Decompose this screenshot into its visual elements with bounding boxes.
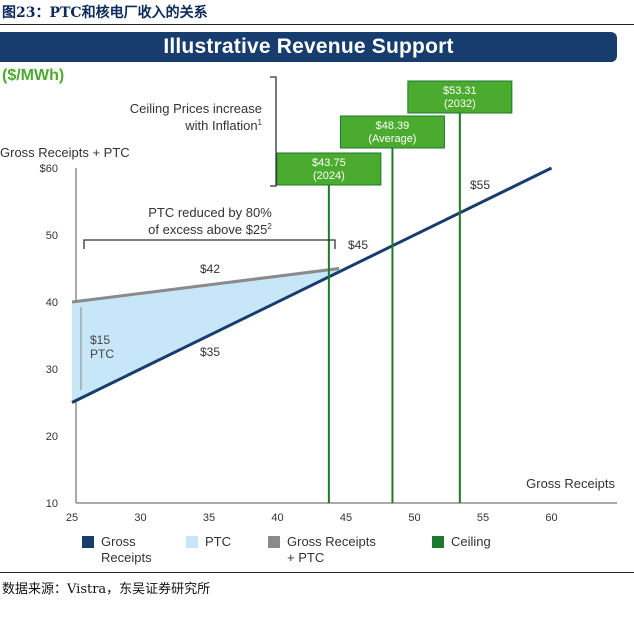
x-tick-label: 50 (408, 512, 420, 524)
legend-label: Gross (101, 534, 136, 549)
series-line-gross-receipts-ptc (71, 267, 340, 304)
unit-label: ($/MWh) (2, 67, 65, 84)
x-tick-label: 30 (134, 512, 146, 524)
legend-swatch (82, 536, 94, 548)
ceiling-box (407, 80, 513, 114)
x-tick-label: 60 (545, 512, 557, 524)
y-tick-label: 20 (46, 431, 58, 443)
ptc-note-line1: PTC reduced by 80% (148, 205, 272, 220)
ceiling-box (276, 152, 382, 186)
legend-swatch (186, 536, 198, 548)
x-tick-label: 45 (340, 512, 352, 524)
ceiling-box (339, 115, 445, 149)
y-tick-label: 30 (46, 364, 58, 376)
y-tick-label: 50 (46, 230, 58, 242)
x-tick-label: 40 (271, 512, 283, 524)
legend-swatch (268, 536, 280, 548)
ptc-15-label: PTC (90, 347, 114, 361)
y-tick-label: 40 (46, 297, 58, 309)
ptc-note-line2-text: of excess above $25 (148, 222, 267, 237)
ceiling-value: $48.39 (376, 120, 410, 132)
y-tick-label: 10 (46, 498, 58, 510)
x-tick-label: 55 (477, 512, 489, 524)
ceiling-year: (2024) (313, 170, 345, 182)
bottom-rule (0, 572, 634, 573)
x-tick-label: 25 (66, 512, 78, 524)
label-45: $45 (348, 238, 368, 252)
chart-title: Illustrative Revenue Support (163, 35, 454, 58)
legend-label: + PTC (287, 550, 324, 565)
ceiling-value: $43.75 (312, 157, 346, 169)
ptc-note-superscript: 2 (267, 222, 272, 231)
figure-title: 图23：PTC和核电厂收入的关系 (2, 5, 208, 21)
ceiling-note-bracket (270, 76, 277, 187)
top-rule (0, 24, 634, 25)
legend-label: PTC (205, 534, 231, 549)
lines-layer (71, 166, 553, 404)
ceiling-note-line2: with Inflation1 (184, 118, 262, 133)
ceiling-year: (Average) (368, 133, 416, 145)
label-35: $35 (200, 345, 220, 359)
x-axis-title: Gross Receipts (526, 476, 615, 491)
legend-label: Ceiling (451, 534, 491, 549)
revenue-chart: 25 30 35 40 45 50 55 60 $60 50 40 30 20 10 $43.75(202… (0, 76, 617, 565)
ceiling-note-line1: Ceiling Prices increase (130, 101, 262, 116)
legend-label: Receipts (101, 550, 152, 565)
legend-label: Gross Receipts (287, 534, 376, 549)
x-tick-label: 35 (203, 512, 215, 524)
y-tick-label: $60 (40, 163, 58, 175)
ceiling-note-line2-text: with Inflation (184, 118, 257, 133)
ptc-note-line2: of excess above $252 (148, 222, 272, 237)
y-axis-title: Gross Receipts + PTC (0, 145, 130, 160)
label-55: $55 (470, 178, 490, 192)
series-line-gross-receipts (71, 166, 553, 404)
ceiling-year: (2032) (444, 98, 476, 110)
source-note: 数据来源：Vistra，东吴证券研究所 (2, 582, 211, 597)
ceiling-value: $53.31 (443, 85, 477, 97)
ptc-note-bracket (83, 239, 336, 249)
ptc-15-value: $15 (90, 333, 110, 347)
legend-swatch (432, 536, 444, 548)
label-42: $42 (200, 262, 220, 276)
ceiling-note-superscript: 1 (258, 118, 263, 127)
chart-banner: Illustrative Revenue Support (0, 32, 617, 62)
ticks-layer: 25 30 35 40 45 50 55 60 $60 50 40 30 20 10 (40, 163, 558, 524)
ceiling-layer: $43.75(2024) $48.39(Average) $53.31(2032) (276, 80, 513, 503)
